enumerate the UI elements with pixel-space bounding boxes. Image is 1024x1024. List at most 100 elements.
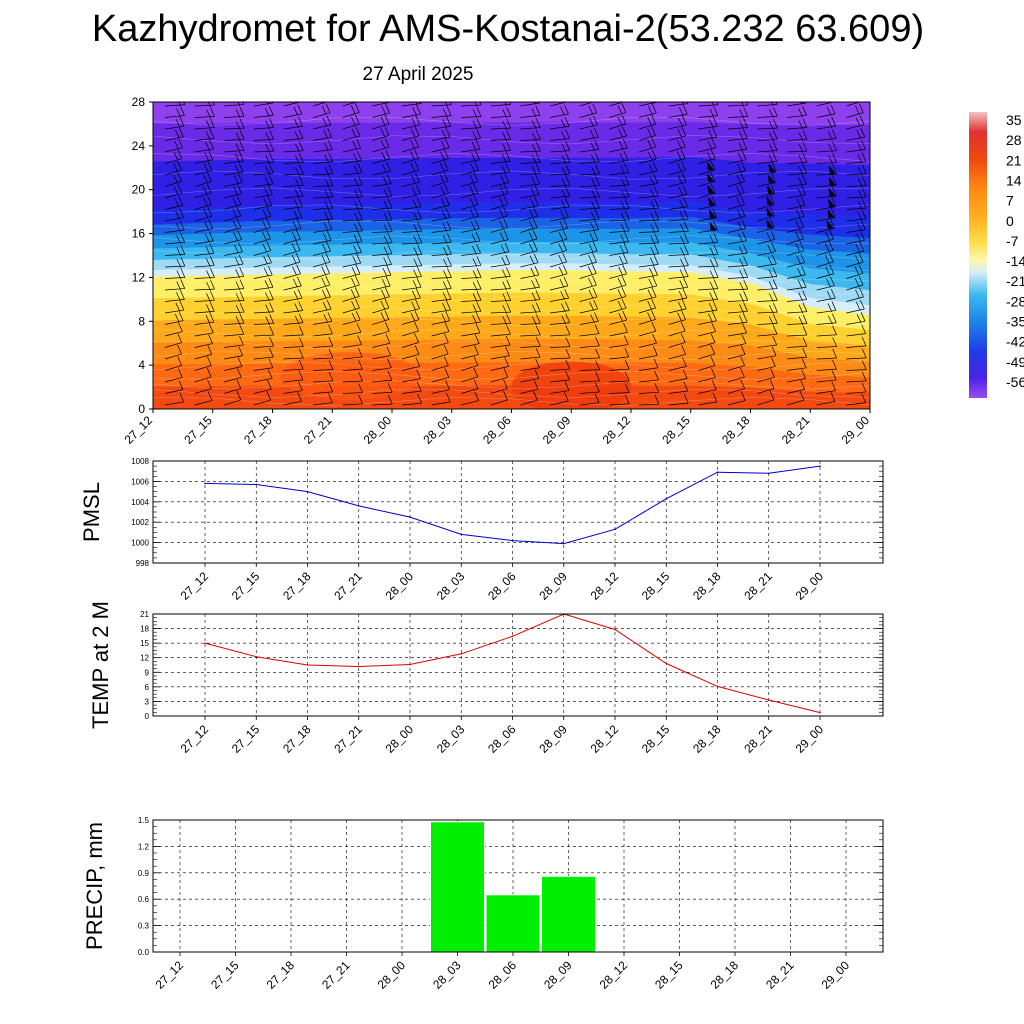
- wind-barb: [342, 347, 363, 360]
- colorbar-label: 21: [1006, 152, 1022, 168]
- wind-barb: [313, 371, 334, 383]
- wind-barb: [520, 196, 539, 210]
- wind-barb: [698, 149, 716, 164]
- pmsl-point: [511, 539, 514, 542]
- y-axis-label: TEMP at 2 M: [88, 601, 113, 729]
- wind-barb: [846, 127, 866, 141]
- wind-barb: [757, 173, 776, 187]
- wind-barb: [757, 242, 776, 256]
- wind-barb: [550, 197, 570, 210]
- page-title: Kazhydromet for AMS-Kostanai-2(53.232 63…: [91, 8, 925, 50]
- wind-barb: [609, 114, 627, 130]
- wind-barb: [313, 241, 331, 256]
- wind-barb: [224, 162, 244, 176]
- wind-barb: [253, 302, 274, 314]
- wind-barb: [550, 252, 568, 268]
- wind-barb: [224, 141, 245, 153]
- wind-barb: [461, 379, 479, 394]
- wind-barb: [816, 276, 835, 291]
- wind-barb: [609, 253, 628, 268]
- wind-barb: [194, 172, 212, 187]
- wind-barb: [520, 369, 540, 383]
- wind-barb: [579, 103, 598, 118]
- wind-barb: [550, 219, 569, 233]
- wind-barb: [490, 118, 512, 130]
- warm-core: [280, 352, 421, 401]
- wind-barb: [224, 195, 242, 210]
- wind-barb: [550, 241, 567, 256]
- wind-barb: [609, 210, 630, 222]
- x-tick-label: 27_15: [181, 413, 215, 447]
- x-tick-label: 28_12: [600, 413, 634, 447]
- wind-barb: [283, 197, 303, 210]
- wind-barb: [579, 299, 599, 314]
- wind-barb: [727, 302, 748, 314]
- wind-barb: [757, 379, 775, 394]
- wind-barb: [224, 254, 244, 268]
- wind-barb: [194, 207, 213, 222]
- wind-barb: [372, 103, 390, 118]
- wind-barb: [194, 231, 214, 245]
- wind-barb: [638, 334, 657, 348]
- wind-barb: [372, 346, 392, 360]
- wind-barb: [757, 118, 778, 130]
- temp-panel: 0 3 6 9 12 15 18 21 27_12 27_15 27_18 27_21 28_00 28_…: [88, 601, 884, 756]
- wind-barb: [520, 302, 541, 314]
- wind-barb: [431, 392, 451, 406]
- wind-barb: [668, 278, 689, 291]
- wind-barb: [313, 360, 334, 371]
- x-tick-label: 28_15: [652, 958, 686, 992]
- wind-barb: [520, 358, 540, 371]
- x-tick-label: 28_12: [597, 958, 631, 992]
- wind-barb: [816, 370, 837, 383]
- wind-barb: [520, 106, 541, 118]
- wind-barb: [668, 245, 689, 257]
- wind-barb: [342, 210, 363, 222]
- wind-barb: [490, 368, 509, 383]
- wind-barb: [520, 337, 541, 348]
- plot-frame: [152, 819, 884, 953]
- wind-barb: [313, 312, 333, 325]
- wind-barb: [164, 160, 182, 176]
- wind-barb: [372, 114, 390, 130]
- wind-barb: [757, 267, 778, 279]
- wind-barb: [342, 126, 361, 141]
- pmsl-point: [460, 533, 463, 536]
- wind-barb: [431, 268, 452, 280]
- wind-barb: [550, 186, 571, 199]
- stratosphere-band: [153, 102, 870, 126]
- wind-barb: [727, 183, 745, 199]
- wind-barb: [490, 206, 508, 222]
- wind-barb: [609, 335, 629, 348]
- x-tick-label: 28_03: [420, 413, 454, 447]
- wind-barb: [579, 127, 599, 141]
- wind-barb: [431, 322, 450, 337]
- wind-barb: [787, 153, 808, 165]
- precip-panel: 0.0 0.3 0.6 0.9 1.2 1.5 27_12 27_15 27_18 27_21 28…: [82, 816, 884, 992]
- y-tick-label: 0.6: [138, 895, 150, 904]
- x-tick-label: 28_03: [430, 958, 464, 992]
- wind-barb: [638, 186, 659, 199]
- contour-line: [153, 220, 870, 230]
- wind-barb: [283, 186, 304, 199]
- wind-barb: [846, 336, 867, 348]
- wind-barb: [638, 126, 656, 141]
- wind-barb: [757, 152, 778, 164]
- wind-barb: [520, 325, 541, 337]
- wind-barb: [757, 254, 777, 268]
- y-tick-label: 998: [136, 559, 150, 568]
- y-tick-label: 18: [140, 625, 149, 634]
- wind-barb: [579, 287, 598, 302]
- wind-barb: [164, 106, 185, 118]
- x-tick-label: 28_09: [541, 958, 575, 992]
- wind-barb: [372, 255, 392, 268]
- wind-barb: [609, 383, 630, 394]
- wind-barb: [757, 357, 776, 371]
- wind-barb: [609, 232, 630, 245]
- x-tick-label: 28_00: [383, 569, 417, 603]
- wind-barb: [816, 219, 835, 233]
- y-tick-label: 15: [140, 639, 149, 648]
- wind-barb: [727, 140, 748, 153]
- wind-barb: [550, 141, 571, 153]
